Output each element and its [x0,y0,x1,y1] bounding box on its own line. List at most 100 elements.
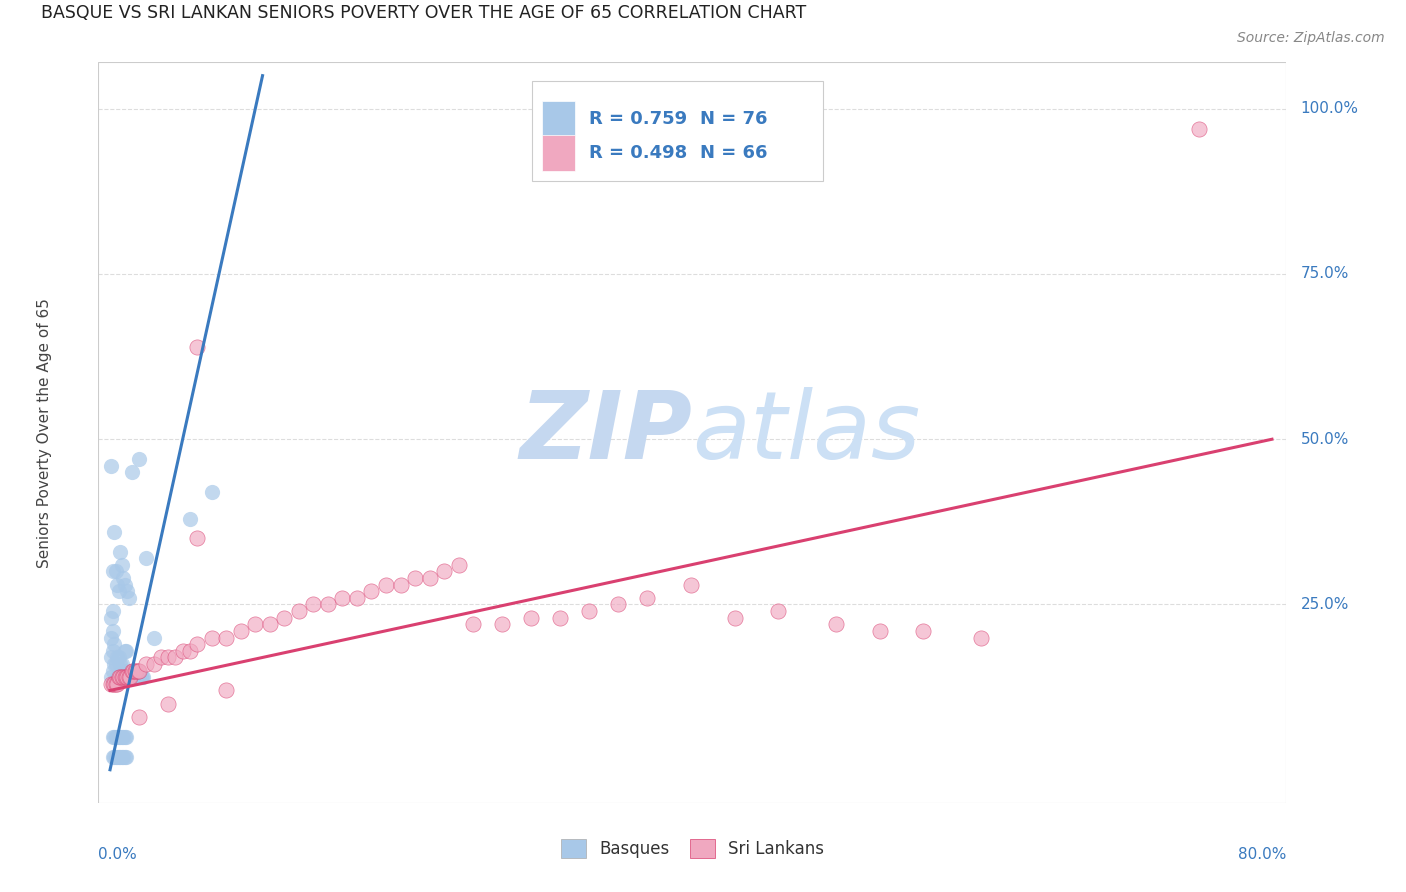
Point [101,624,124,638]
Point [825,617,848,632]
Point [112,730,135,744]
Point [108,730,131,744]
Point [201,485,224,500]
Point [157,697,180,711]
Text: R = 0.759: R = 0.759 [589,110,688,128]
Point [118,670,141,684]
Point [104,565,127,579]
Point [108,544,131,558]
Point [108,670,131,684]
Point [132,670,155,684]
Point [120,670,142,684]
Point [463,617,485,632]
Point [111,670,134,684]
Point [121,465,143,479]
Point [288,604,311,618]
Point [131,670,153,684]
Point [142,631,165,645]
Point [104,677,127,691]
Point [360,584,382,599]
Point [548,611,571,625]
Text: 50.0%: 50.0% [1301,432,1350,447]
Point [117,670,139,684]
Point [316,598,339,612]
Point [107,584,129,599]
Point [375,577,398,591]
Point [100,631,122,645]
Point [108,657,131,671]
Point [1188,121,1211,136]
Text: ZIP: ZIP [520,386,692,479]
Point [215,683,238,698]
Point [105,577,128,591]
Point [115,670,138,684]
Point [107,670,129,684]
Point [115,730,138,744]
Point [186,340,208,354]
Point [105,730,128,744]
Point [114,577,136,591]
Point [115,749,138,764]
Point [111,749,134,764]
Point [112,664,135,678]
Point [101,664,124,678]
Point [607,598,630,612]
Point [491,617,513,632]
Text: Seniors Poverty Over the Age of 65: Seniors Poverty Over the Age of 65 [38,298,52,567]
Point [124,670,146,684]
Point [124,664,146,678]
Point [100,458,122,473]
Point [104,657,127,671]
Point [105,749,128,764]
Text: 80.0%: 80.0% [1239,847,1286,863]
Point [107,670,129,684]
Point [179,511,201,525]
Point [447,558,470,572]
Text: 0.0%: 0.0% [98,847,138,863]
Point [912,624,935,638]
Point [121,664,143,678]
Point [135,657,157,671]
Point [128,664,150,678]
Point [112,670,135,684]
Point [100,677,122,691]
Point [404,571,426,585]
Point [114,749,136,764]
Point [111,558,134,572]
Point [127,664,149,678]
Point [107,650,129,665]
Legend: Basques, Sri Lankans: Basques, Sri Lankans [554,833,831,865]
Point [970,631,993,645]
Text: R = 0.498: R = 0.498 [589,144,688,162]
Point [346,591,368,605]
Point [869,624,891,638]
Text: N = 66: N = 66 [700,144,768,162]
Point [100,611,122,625]
Point [104,730,127,744]
Point [433,565,456,579]
FancyBboxPatch shape [541,136,575,170]
Point [122,670,145,684]
Point [766,604,789,618]
Point [127,670,149,684]
Point [103,637,125,651]
Point [114,730,136,744]
Point [108,749,131,764]
Point [679,577,702,591]
Point [101,644,124,658]
Point [107,749,129,764]
Text: Source: ZipAtlas.com: Source: ZipAtlas.com [1237,31,1385,45]
Point [104,749,127,764]
Point [101,565,124,579]
Point [103,749,125,764]
Point [101,677,124,691]
Text: BASQUE VS SRI LANKAN SENIORS POVERTY OVER THE AGE OF 65 CORRELATION CHART: BASQUE VS SRI LANKAN SENIORS POVERTY OVE… [41,4,807,21]
Point [135,551,157,566]
Point [118,591,141,605]
Point [578,604,600,618]
Point [115,644,138,658]
Point [186,532,208,546]
Point [101,730,124,744]
Point [105,677,128,691]
Point [389,577,412,591]
